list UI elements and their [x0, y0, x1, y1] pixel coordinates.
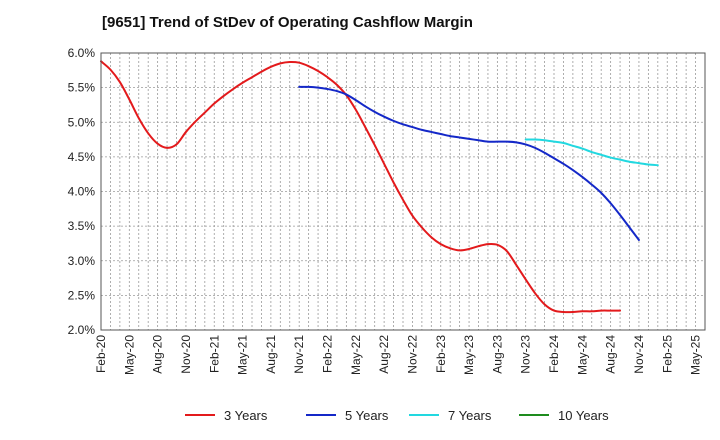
- legend: 3 Years 5 Years 7 Years 10 Years: [185, 408, 609, 423]
- x-tick-label: May-25: [689, 335, 703, 375]
- y-tick-label: 5.0%: [68, 115, 96, 129]
- x-tick-label: May-22: [349, 335, 363, 375]
- y-axis-ticks: 2.0% 2.5% 3.0% 3.5% 4.0% 4.5% 5.0% 5.5% 6.0%: [68, 46, 96, 337]
- x-tick-label: May-23: [462, 335, 476, 375]
- x-tick-label: Aug-22: [377, 335, 391, 374]
- x-tick-label: May-24: [575, 335, 589, 375]
- y-tick-label: 6.0%: [68, 46, 96, 60]
- x-tick-label: Feb-23: [434, 335, 448, 373]
- chart-title: [9651] Trend of StDev of Operating Cashf…: [102, 14, 473, 31]
- x-tick-label: Feb-20: [94, 335, 108, 373]
- x-tick-label: Nov-20: [179, 335, 193, 374]
- x-tick-label: Feb-22: [321, 335, 335, 373]
- series-line-7-years: [524, 138, 659, 167]
- x-tick-label: Aug-23: [490, 335, 504, 374]
- x-tick-label: May-21: [236, 335, 250, 375]
- x-tick-label: May-20: [122, 335, 136, 375]
- y-tick-label: 5.5%: [68, 81, 96, 95]
- x-tick-label: Feb-25: [660, 335, 674, 373]
- y-tick-label: 3.5%: [68, 219, 96, 233]
- series-line-5-years: [298, 85, 640, 241]
- legend-label: 7 Years: [448, 408, 492, 423]
- y-tick-label: 2.0%: [68, 323, 96, 337]
- y-tick-label: 2.5%: [68, 288, 96, 302]
- x-tick-label: Aug-20: [151, 335, 165, 374]
- x-tick-label: Aug-21: [264, 335, 278, 374]
- x-tick-label: Nov-22: [405, 335, 419, 374]
- x-tick-label: Nov-23: [519, 335, 533, 374]
- y-tick-label: 4.0%: [68, 185, 96, 199]
- series-lines: [100, 60, 659, 314]
- legend-label: 10 Years: [558, 408, 609, 423]
- x-tick-label: Feb-24: [547, 335, 561, 373]
- legend-label: 5 Years: [345, 408, 389, 423]
- x-tick-label: Aug-24: [604, 335, 618, 374]
- y-tick-label: 3.0%: [68, 254, 96, 268]
- legend-label: 3 Years: [224, 408, 268, 423]
- x-tick-label: Nov-24: [632, 335, 646, 374]
- y-tick-label: 4.5%: [68, 150, 96, 164]
- grid-lines: [101, 53, 705, 330]
- plot-area-frame: [100, 52, 706, 331]
- x-axis-ticks: Feb-20 May-20 Aug-20 Nov-20 Feb-21 May-21 Aug-…: [94, 335, 703, 375]
- x-tick-label: Nov-21: [292, 335, 306, 374]
- x-tick-label: Feb-21: [207, 335, 221, 373]
- series-line-3-years: [100, 60, 622, 314]
